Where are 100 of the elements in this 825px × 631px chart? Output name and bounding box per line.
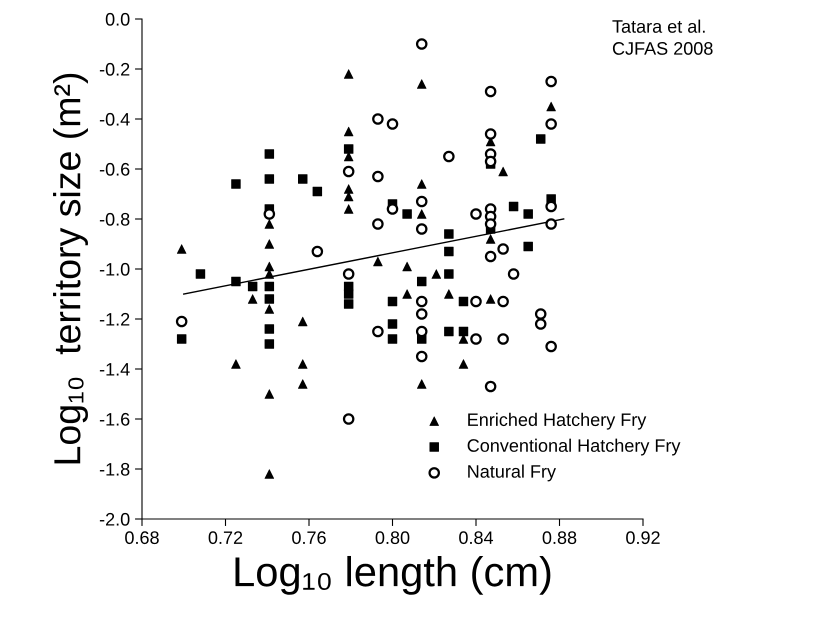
y-tick-label: -1.2 [100,312,130,326]
point [248,294,258,304]
point [444,229,454,239]
point [344,144,354,154]
point [432,269,442,279]
point [298,359,308,369]
y-tick-label: -1.8 [100,462,130,476]
point [458,359,468,369]
point [523,242,533,252]
point [484,250,496,262]
point [231,179,241,189]
point [416,179,426,189]
point [264,219,274,229]
point [536,134,546,144]
point [231,276,241,286]
point [264,339,274,349]
point [416,196,428,208]
point [545,118,557,130]
point [176,244,186,254]
y-tick-label: -0.6 [100,162,130,176]
x-tick-label: 0.72 [208,531,242,544]
y-tick-label: -1.6 [100,412,130,426]
point [534,318,546,330]
x-tick-label: 0.76 [292,531,326,544]
legend-label: Conventional Hatchery Fry [468,438,680,456]
point [484,128,496,140]
point [342,413,354,425]
y-tick-label: -1.0 [100,262,130,276]
point [176,316,188,328]
point [416,308,428,320]
point [264,324,274,334]
point [264,282,274,292]
point [386,118,398,130]
point [498,166,508,176]
y-tick-label: -2.0 [100,512,130,526]
point [416,379,426,389]
point [416,209,426,219]
point [372,218,384,230]
y-axis-title: Log₁₀ territory size (m²) [53,74,88,464]
point [444,289,454,299]
point [523,209,533,219]
point [444,326,454,336]
point [231,359,241,369]
point [416,276,426,286]
point [497,243,509,255]
point [508,268,520,280]
point [196,269,206,279]
point [546,102,556,112]
y-tick-label: -1.4 [100,363,130,376]
point [248,282,258,292]
point [264,149,274,159]
x-tick-label: 0.88 [542,531,576,544]
point [545,218,557,230]
point [444,269,454,279]
point [486,234,496,244]
point [484,86,496,98]
point [416,223,428,235]
point [416,350,428,362]
y-tick-label: -0.8 [100,212,130,226]
point [176,334,186,344]
point [470,333,482,345]
legend-label: Enriched Hatchery Fry [468,412,646,430]
point [373,256,383,266]
x-tick-label: 0.84 [459,531,494,544]
point [298,174,308,184]
y-tick-label: -0.2 [100,62,130,76]
point [545,340,557,352]
annotation: CJFAS 2008 [612,42,713,55]
point [545,76,557,88]
y-tick-label: 0.0 [106,12,130,26]
point [344,69,354,79]
point [372,170,384,182]
x-axis-title: Log₁₀ length (cm) [236,556,550,595]
point [264,389,274,399]
point [264,294,274,304]
point [264,174,274,184]
point [342,166,354,178]
point [344,184,354,194]
point [470,208,482,220]
point [402,209,412,219]
point [486,294,496,304]
point [534,308,546,320]
point [416,296,428,308]
point [444,246,454,256]
point [508,202,518,212]
point [416,79,426,89]
point [402,289,412,299]
point [416,38,428,50]
x-tick-label: 0.92 [626,531,660,544]
annotation: Tatara et al. [612,20,705,33]
legend-label: Natural Fry [468,464,556,482]
point [344,204,354,214]
point [312,246,324,258]
point [443,150,455,162]
point [388,334,398,344]
point [458,296,468,306]
point [264,262,274,272]
point [388,296,398,306]
point [344,289,354,299]
point [497,296,509,308]
